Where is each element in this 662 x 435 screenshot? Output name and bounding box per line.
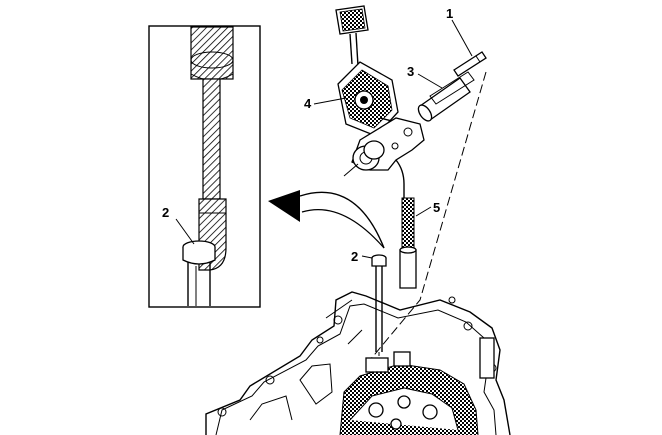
- inset-callout-2: 2: [162, 205, 169, 220]
- leader-4: [313, 97, 347, 105]
- inset-leader-2: [175, 218, 195, 245]
- harness-connector: [335, 5, 369, 67]
- callout-5: 5: [433, 200, 440, 215]
- callout-4: 4: [304, 96, 312, 111]
- leader-3: [417, 73, 443, 89]
- inset-cable: [202, 78, 221, 200]
- leader-1: [451, 19, 473, 57]
- callout-1: 1: [446, 6, 453, 21]
- detail-inset: 2: [148, 25, 261, 308]
- callout-leaders: [313, 19, 473, 259]
- leader-2: [361, 255, 373, 259]
- inset-bolt-shank: [187, 262, 211, 306]
- leader-5: [415, 206, 432, 217]
- transmission-case: [205, 291, 511, 435]
- callout-3: 3: [407, 64, 414, 79]
- curved-arrow: [268, 190, 385, 249]
- callout-2: 2: [351, 249, 358, 264]
- detent-plate: [343, 117, 425, 177]
- reference-dashed-line: [369, 71, 487, 361]
- pin-part-1: [453, 51, 487, 77]
- arrow-head: [268, 190, 300, 222]
- rod-part-5: [395, 159, 417, 289]
- sleeve-part-3: [417, 71, 475, 122]
- inset-frame: [148, 25, 261, 308]
- inset-cable-jacket: [190, 26, 234, 80]
